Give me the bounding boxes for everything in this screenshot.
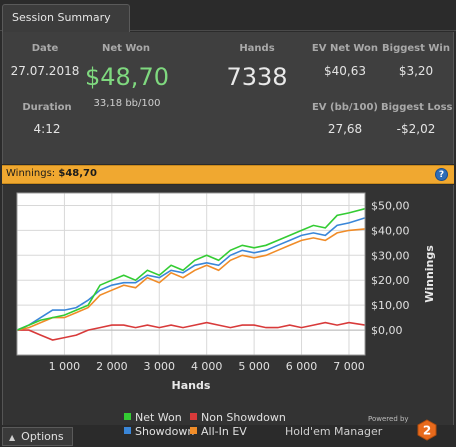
y-tick-label: $20,00 — [371, 274, 410, 287]
legend-label-non-showdown: Non Showdown — [201, 411, 286, 424]
x-axis-title: Hands — [172, 379, 211, 392]
svg-text:2: 2 — [423, 424, 431, 438]
legend-label-showdown: Showdown — [135, 425, 195, 438]
series-line-non-showdown — [17, 321, 366, 341]
ev-bb-value: 27,68 — [327, 122, 363, 136]
brand-name: Hold'em Manager — [285, 425, 383, 438]
duration-label: Duration — [22, 102, 72, 113]
options-button[interactable]: ▲ Options — [2, 427, 73, 446]
legend-swatch-showdown — [124, 427, 131, 434]
series-line-showdown — [16, 217, 366, 331]
x-tick-label: 1 000 — [49, 360, 81, 373]
tab-bar: Session Summary — [0, 0, 456, 32]
winnings-chart: 1 000 2 000 3 000 4 000 5 000 6 000 7 000 $0,00… — [16, 192, 436, 392]
x-tick-label: 7 000 — [333, 360, 365, 373]
hands-value: 7338 — [226, 63, 288, 91]
winnings-bar-label: Winnings: — [6, 168, 56, 179]
net-won-label: Net Won — [101, 43, 151, 54]
net-won-bb: 33,18 bb/100 — [93, 98, 161, 109]
winnings-bar-value: $48,70 — [58, 168, 97, 179]
tab-session-summary[interactable]: Session Summary — [2, 4, 130, 32]
chevron-up-icon: ▲ — [9, 433, 16, 442]
net-won-value: $48,70 — [85, 63, 169, 91]
biggest-win-value: $3,20 — [398, 64, 434, 78]
x-tick-label: 2 000 — [96, 360, 128, 373]
ev-net-won-label: EV Net Won — [311, 43, 379, 54]
y-axis-title: Winnings — [423, 245, 436, 303]
date-label: Date — [31, 43, 59, 54]
legend-all-in-ev: All-In EV — [190, 425, 247, 438]
series-line-all-in-ev — [16, 228, 366, 331]
biggest-loss-label: Biggest Loss — [381, 102, 453, 113]
help-icon[interactable]: ? — [435, 168, 448, 181]
winnings-bar-text: Winnings: $48,70 — [6, 168, 97, 179]
legend-non-showdown: Non Showdown — [190, 411, 286, 424]
x-tick-label: 5 000 — [238, 360, 270, 373]
holdem-manager-logo-icon: 2 — [417, 419, 437, 441]
y-tick-label: $10,00 — [371, 299, 410, 312]
stats-panel: Date 27.07.2018 Net Won $48,70 33,18 bb/… — [2, 32, 454, 164]
chart-panel: 1 000 2 000 3 000 4 000 5 000 6 000 7 000 $0,00… — [2, 185, 454, 425]
x-tick-label: 4 000 — [191, 360, 223, 373]
y-tick-label: $0,00 — [371, 324, 403, 337]
y-tick-label: $30,00 — [371, 249, 410, 262]
biggest-win-label: Biggest Win — [382, 43, 450, 54]
legend-label-net-won: Net Won — [135, 411, 182, 424]
options-label: Options — [21, 430, 64, 443]
series-line-net-won — [16, 207, 366, 331]
y-tick-label: $50,00 — [371, 199, 410, 212]
plot-border — [16, 192, 366, 356]
legend-showdown: Showdown — [124, 425, 194, 438]
legend-net-won: Net Won — [124, 411, 182, 424]
plot-area — [17, 193, 365, 355]
y-tick-label: $40,00 — [371, 224, 410, 237]
legend-label-all-in-ev: All-In EV — [201, 425, 247, 438]
duration-value: 4:12 — [33, 122, 61, 136]
legend-swatch-non-showdown — [190, 413, 197, 420]
winnings-bar: Winnings: $48,70 ? — [2, 165, 454, 184]
bottom-bar: ▲ Options — [0, 425, 456, 447]
ev-bb-label: EV (bb/100) — [311, 102, 379, 113]
powered-by-text: Powered by — [368, 415, 409, 423]
x-tick-label: 3 000 — [144, 360, 176, 373]
ev-net-won-value: $40,63 — [324, 64, 366, 78]
legend-swatch-net-won — [124, 413, 131, 420]
date-value: 27.07.2018 — [10, 64, 80, 78]
biggest-loss-value: -$2,02 — [396, 122, 436, 136]
x-tick-label: 6 000 — [286, 360, 318, 373]
hands-label: Hands — [239, 43, 275, 54]
legend-swatch-all-in-ev — [190, 427, 197, 434]
